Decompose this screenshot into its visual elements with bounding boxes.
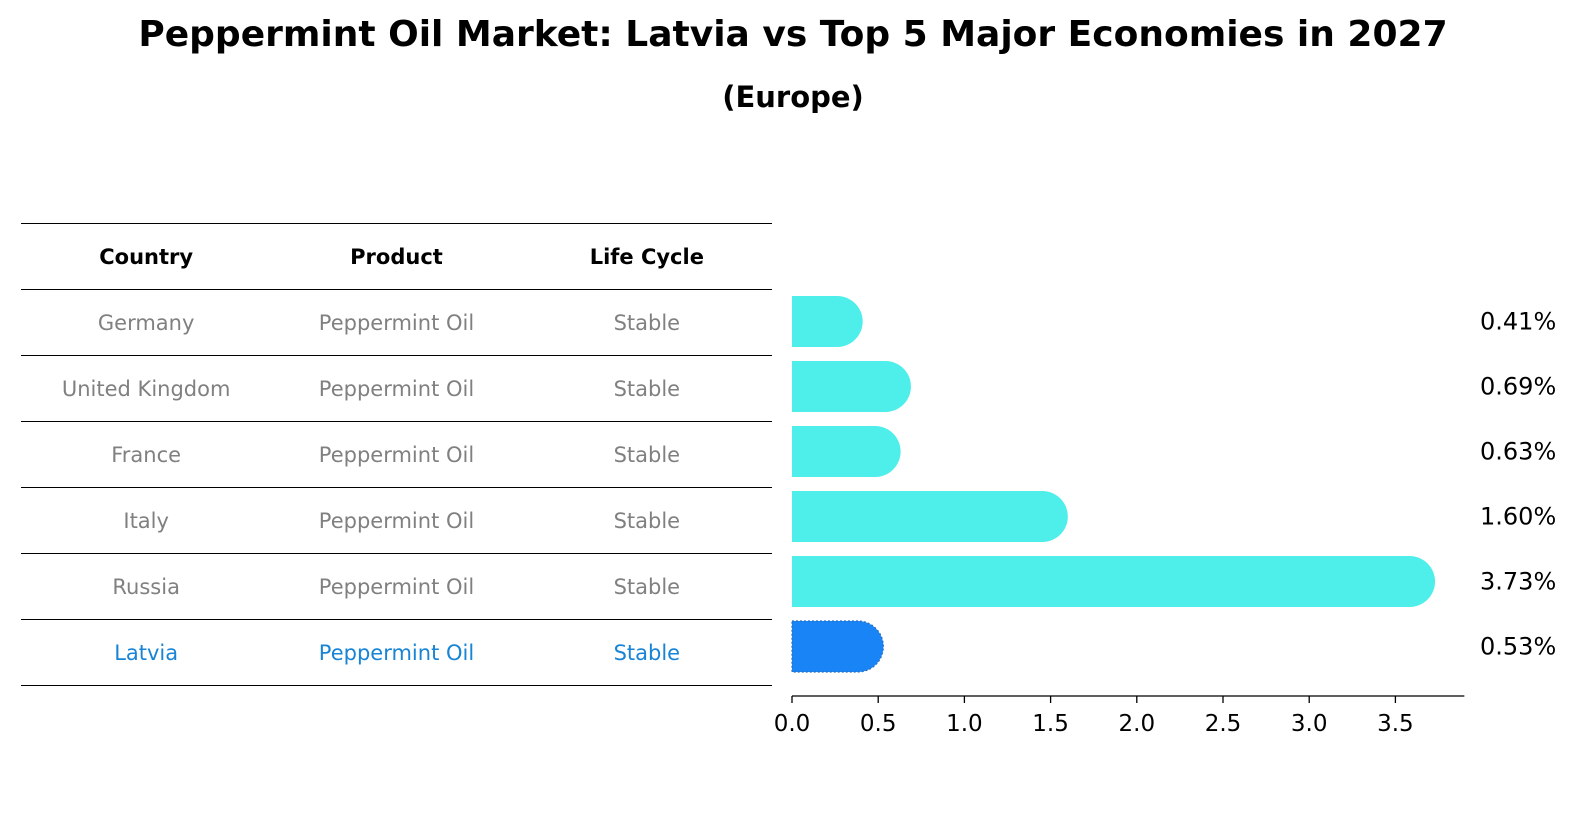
header-product: Product — [271, 223, 522, 290]
cell-product: Peppermint Oil — [271, 421, 522, 488]
table-row: United Kingdom Peppermint Oil Stable — [21, 355, 772, 422]
table-header-row: Country Product Life Cycle — [21, 223, 772, 290]
country-table: Country Product Life Cycle Germany Peppe… — [21, 223, 772, 686]
bar-latvia — [791, 620, 884, 673]
cell-product: Peppermint Oil — [271, 619, 522, 686]
cell-country: Latvia — [21, 619, 272, 686]
x-tick-label: 2.0 — [1119, 711, 1156, 737]
cell-life-cycle: Stable — [521, 619, 772, 686]
cell-life-cycle: Stable — [521, 421, 772, 488]
x-tick-label: 3.0 — [1291, 711, 1328, 737]
x-tick-label: 0.5 — [860, 711, 897, 737]
cell-product: Peppermint Oil — [271, 355, 522, 422]
value-label: 0.41% — [1480, 308, 1556, 336]
bar-united-kingdom — [792, 361, 911, 412]
table-row: France Peppermint Oil Stable — [21, 421, 772, 488]
bar-france — [792, 426, 901, 477]
chart-title: Peppermint Oil Market: Latvia vs Top 5 M… — [138, 14, 1448, 55]
value-label: 0.63% — [1480, 438, 1556, 466]
cell-life-cycle: Stable — [521, 355, 772, 422]
bar-germany — [792, 296, 863, 347]
cell-life-cycle: Stable — [521, 289, 772, 356]
cell-product: Peppermint Oil — [271, 487, 522, 554]
value-label: 3.73% — [1480, 568, 1556, 596]
x-tick-label: 3.5 — [1377, 711, 1414, 737]
table-row: Germany Peppermint Oil Stable — [21, 289, 772, 356]
value-label: 0.69% — [1480, 373, 1556, 401]
x-tick-label: 2.5 — [1205, 711, 1242, 737]
table-row: Italy Peppermint Oil Stable — [21, 487, 772, 554]
cell-life-cycle: Stable — [521, 487, 772, 554]
cell-country: United Kingdom — [21, 355, 272, 422]
x-tick-label: 0.0 — [774, 711, 811, 737]
cell-product: Peppermint Oil — [271, 553, 522, 620]
x-tick-label: 1.5 — [1032, 711, 1069, 737]
value-label: 0.53% — [1480, 633, 1556, 661]
header-country: Country — [21, 223, 272, 290]
cell-life-cycle: Stable — [521, 553, 772, 620]
bar-italy — [792, 491, 1068, 542]
table-row-highlighted: Latvia Peppermint Oil Stable — [21, 619, 772, 686]
cell-country: Germany — [21, 289, 272, 356]
header-life-cycle: Life Cycle — [521, 223, 772, 290]
cell-product: Peppermint Oil — [271, 289, 522, 356]
bar-russia — [792, 556, 1436, 607]
cell-country: Italy — [21, 487, 272, 554]
x-tick-label: 1.0 — [946, 711, 983, 737]
table-row: Russia Peppermint Oil Stable — [21, 553, 772, 620]
cell-country: France — [21, 421, 272, 488]
value-label: 1.60% — [1480, 503, 1556, 531]
cell-country: Russia — [21, 553, 272, 620]
chart-subtitle: (Europe) — [722, 80, 864, 114]
